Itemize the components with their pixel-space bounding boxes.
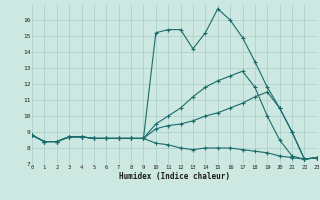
X-axis label: Humidex (Indice chaleur): Humidex (Indice chaleur) (119, 172, 230, 181)
